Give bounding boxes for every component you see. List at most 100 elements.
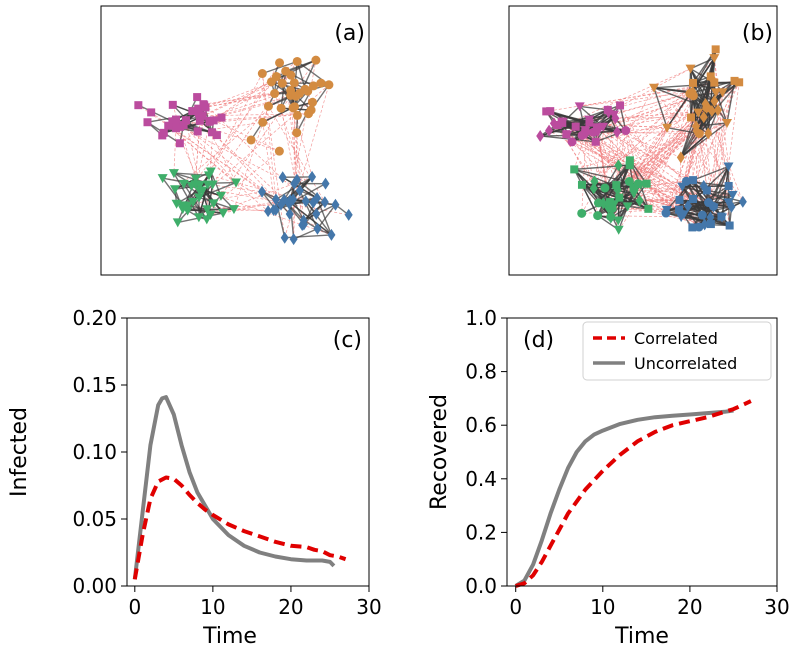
legend: Correlated Uncorrelated: [582, 321, 772, 381]
network-node: [603, 105, 612, 114]
chart-c-xtick-label: 0: [128, 595, 141, 619]
network-node: [689, 195, 698, 204]
network-b-graph: [536, 45, 747, 235]
network-edge-cross: [608, 113, 620, 198]
network-edge-cross: [637, 126, 697, 184]
network-node: [607, 203, 617, 213]
network-edge-cross: [705, 103, 730, 226]
network-edge-cross: [196, 96, 307, 202]
network-node: [692, 120, 701, 133]
network-edge-cross: [213, 113, 309, 121]
network-edge-cross: [615, 130, 627, 186]
network-node: [324, 80, 334, 90]
network-node: [649, 83, 660, 93]
network-node: [694, 129, 704, 139]
network-node: [157, 174, 168, 184]
network-node: [628, 189, 639, 199]
network-edge-cross: [138, 104, 277, 200]
network-edge-intra: [692, 198, 731, 227]
chart-d-xtick-label: 0: [509, 595, 522, 619]
network-node: [228, 205, 239, 215]
network-node: [699, 111, 708, 124]
network-node: [321, 177, 330, 190]
network-node: [590, 175, 599, 188]
network-panel-b: (b): [508, 5, 778, 276]
network-panel-a: (a): [100, 5, 370, 276]
network-node: [313, 222, 322, 235]
network-node: [313, 192, 322, 205]
network-node: [689, 176, 698, 185]
network-a-graph: [134, 55, 353, 246]
network-edge-cross: [627, 112, 699, 207]
network-edge-cross: [618, 57, 715, 166]
network-node: [212, 131, 221, 140]
network-node: [622, 202, 633, 212]
network-node: [327, 228, 336, 241]
network-edge-cross: [198, 88, 306, 109]
network-node: [725, 221, 734, 230]
chart-c-ylabel: Infected: [7, 407, 32, 497]
network-node: [580, 129, 591, 139]
chart-d-ytick-label: 0.6: [465, 413, 497, 437]
network-node: [199, 100, 208, 109]
network-edge-cross: [185, 119, 280, 152]
network-edge-cross: [633, 180, 687, 189]
chart-d-xtick-label: 10: [590, 595, 615, 619]
network-edge-intra: [182, 174, 210, 206]
network-node: [277, 78, 287, 88]
network-edge-intra: [540, 135, 596, 143]
network-node: [263, 101, 273, 111]
network-edge-intra: [639, 184, 650, 210]
network-node: [710, 95, 719, 108]
chart-c-ytick-label: 0.20: [72, 306, 117, 330]
network-edge-cross: [581, 184, 723, 218]
chart-c-xtick-label: 10: [200, 595, 225, 619]
network-node: [198, 111, 207, 120]
network-node: [571, 122, 580, 131]
network-node: [292, 128, 302, 138]
network-edge-cross: [595, 91, 693, 143]
network-edge-cross: [602, 126, 681, 158]
network-node: [577, 208, 587, 218]
network-node: [662, 123, 673, 133]
network-edge-cross: [261, 73, 286, 238]
network-node: [717, 88, 728, 98]
network-edge-intra: [690, 57, 715, 94]
network-node: [193, 93, 202, 102]
network-node: [661, 208, 671, 218]
network-edge-cross: [182, 204, 269, 212]
network-edge-cross: [567, 68, 691, 136]
network-edge-intra: [680, 132, 709, 158]
network-edge-intra: [198, 184, 209, 218]
network-edge-cross: [192, 120, 211, 203]
network-node: [713, 104, 722, 117]
network-node: [147, 108, 156, 117]
network-node: [194, 104, 203, 113]
network-edge-cross: [648, 95, 694, 209]
network-node: [700, 218, 709, 231]
network-edge-cross: [293, 106, 295, 240]
chart-d-frame: [506, 317, 778, 587]
network-node: [285, 197, 294, 210]
network-edge-cross: [579, 91, 693, 107]
network-edge-intra: [707, 58, 716, 134]
network-node: [172, 218, 183, 228]
network-node: [722, 118, 733, 128]
network-node: [676, 151, 685, 164]
network-edge-cross: [594, 95, 694, 182]
network-node: [546, 107, 555, 116]
network-node: [277, 198, 286, 211]
panel-a-label: (a): [334, 21, 365, 46]
network-node: [271, 193, 280, 206]
legend-box: [582, 321, 772, 381]
network-edge-cross: [713, 58, 729, 203]
chart-d-ylabel: Recovered: [427, 394, 452, 510]
network-node: [706, 220, 715, 229]
chart-c-ticks: 0 10 20 30 0.00 0.05 0.10 0.15 0.20: [72, 306, 381, 619]
network-node: [593, 123, 602, 132]
network-node: [588, 127, 598, 137]
network-node: [186, 181, 197, 191]
network-node: [625, 156, 634, 165]
network-edge-cross: [183, 124, 282, 205]
